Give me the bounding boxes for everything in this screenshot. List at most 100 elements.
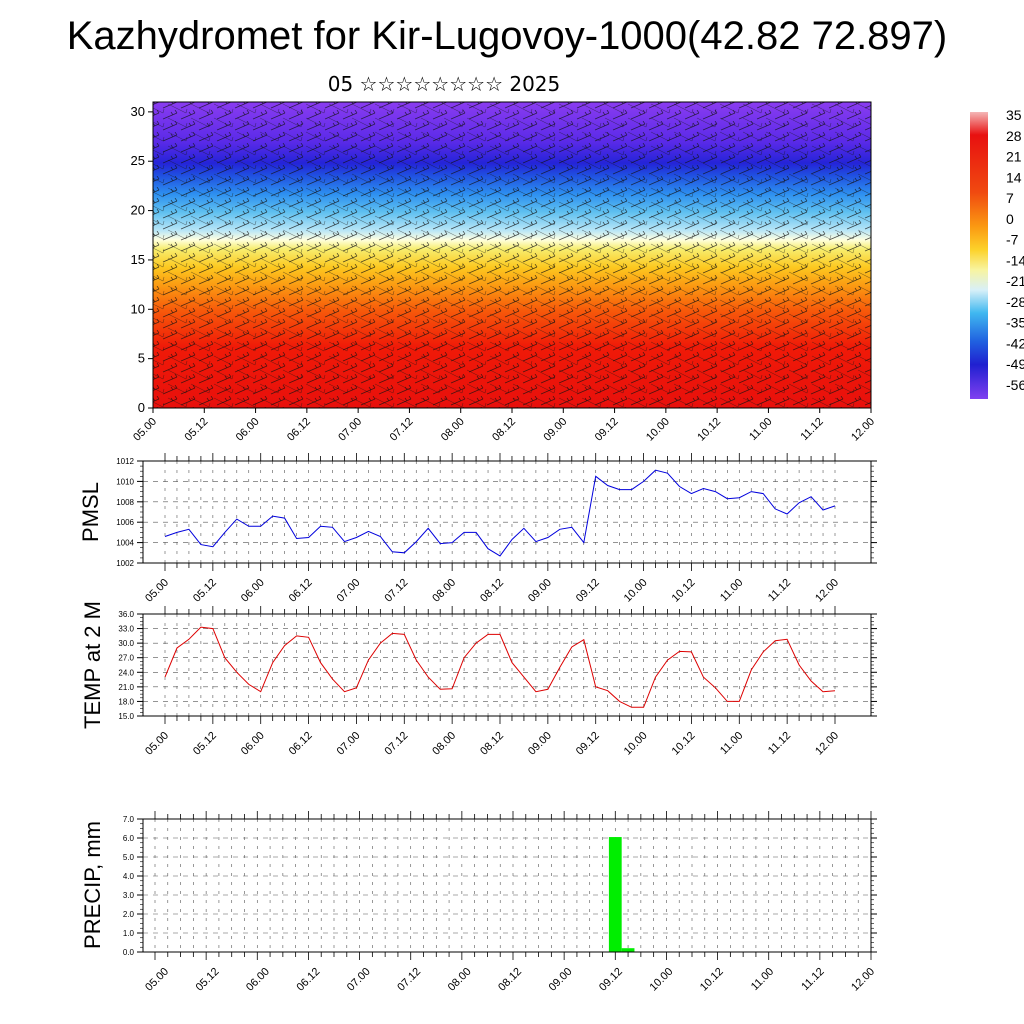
precip-bars (608, 837, 635, 952)
temp-x-tick-label: 06.00 (239, 730, 267, 758)
cross-section-x-tick-label: 05.00 (131, 416, 159, 444)
pmsl-y-tick-label: 1008 (116, 498, 134, 507)
cross-section-y-tick-label: 30 (131, 104, 145, 119)
colorbar: 35 28 21 14 7 0 -7 -14 -21 -28 -35 -42 -49 -56 (970, 107, 1024, 399)
temp-y-tick-label: 33.0 (118, 625, 134, 634)
precip-y-axis: 0.0 1.0 2.0 3.0 4.0 5.0 6.0 7.0 (123, 815, 877, 957)
chart-subtitle: 05 ☆☆☆☆☆☆☆☆ 2025 (327, 72, 561, 96)
cross-section-x-tick-label: 05.12 (182, 416, 210, 444)
pmsl-x-tick-label: 11.12 (766, 577, 793, 604)
temp-y-tick-label: 18.0 (118, 697, 134, 706)
pmsl-x-tick-label: 07.12 (382, 577, 410, 605)
precip-x-tick-label: 10.00 (647, 966, 675, 994)
pmsl-y-tick-label: 1002 (116, 559, 134, 568)
pmsl-x-tick-label: 06.00 (239, 577, 267, 605)
pmsl-x-tick-label: 07.00 (335, 577, 363, 605)
cross-section-y-tick-label: 0 (138, 400, 145, 415)
precip-y-tick-label: 5.0 (123, 853, 135, 862)
precip-x-tick-label: 05.00 (143, 966, 171, 994)
cross-section-x-tick-label: 08.12 (490, 416, 518, 444)
temp-x-tick-label: 09.00 (526, 730, 554, 758)
pmsl-x-axis: 05.00 05.12 06.00 06.12 07.00 07.12 08.00 08.12… (143, 453, 841, 605)
precip-y-tick-label: 6.0 (123, 834, 135, 843)
cross-section-x-tick-label: 10.00 (644, 416, 672, 444)
colorbar-gradient (970, 112, 988, 399)
temp-x-tick-label: 12.00 (813, 730, 841, 758)
precip-x-tick-label: 06.00 (244, 966, 272, 994)
temp-y-tick-label: 30.0 (118, 639, 134, 648)
temp-panel: 15.0 18.0 21.0 24.0 27.0 30.0 33.0 36.0 05.00 05… (80, 601, 877, 758)
pmsl-x-tick-label: 11.00 (718, 577, 745, 604)
temp-x-tick-label: 10.00 (622, 730, 650, 758)
cross-section-x-tick-label: 09.12 (593, 416, 621, 444)
precip-y-tick-label: 1.0 (123, 929, 135, 938)
temp-ylabel: TEMP at 2 M (80, 601, 105, 729)
colorbar-label: 0 (1006, 211, 1014, 227)
colorbar-label: 21 (1006, 149, 1022, 165)
temp-x-tick-label: 11.12 (766, 730, 793, 757)
cross-section-x-tick-label: 07.00 (336, 416, 364, 444)
temp-x-tick-label: 11.00 (718, 730, 745, 757)
colorbar-label: -42 (1006, 335, 1024, 351)
temp-x-tick-label: 07.12 (382, 730, 410, 758)
temp-x-tick-label: 05.00 (143, 730, 171, 758)
chart-title: Kazhydromet for Kir-Lugovoy-1000(42.82 7… (66, 14, 948, 58)
colorbar-label: -35 (1006, 315, 1024, 331)
temp-x-tick-label: 05.12 (191, 730, 219, 758)
pmsl-x-tick-label: 09.12 (574, 577, 602, 605)
cross-section-x-tick-label: 07.12 (388, 416, 416, 444)
colorbar-label: 7 (1006, 190, 1014, 206)
cross-section-x-axis: 05.00 05.12 06.00 06.12 07.00 07.12 08.00 08.12… (131, 408, 877, 444)
cross-section-y-tick-label: 20 (131, 203, 145, 218)
colorbar-label: -7 (1006, 232, 1019, 248)
cross-section-x-tick-label: 10.12 (695, 416, 723, 444)
precip-x-tick-label: 11.00 (749, 966, 776, 993)
pmsl-x-tick-label: 12.00 (813, 577, 841, 605)
precip-y-tick-label: 7.0 (123, 815, 135, 824)
pmsl-y-axis: 1002 1004 1006 1008 1010 1012 (116, 457, 877, 568)
cross-section-x-tick-label: 08.00 (439, 416, 467, 444)
pmsl-x-tick-label: 08.00 (430, 577, 458, 605)
cross-section-x-tick-label: 06.00 (234, 416, 262, 444)
precip-x-axis: 05.00 05.12 06.00 06.12 07.00 07.12 08.00 08.12… (143, 811, 877, 994)
temp-y-axis: 15.0 18.0 21.0 24.0 27.0 30.0 33.0 36.0 (118, 610, 877, 721)
pmsl-ylabel: PMSL (78, 482, 103, 542)
cross-section-y-tick-label: 15 (131, 252, 145, 267)
pmsl-y-tick-label: 1006 (116, 518, 134, 527)
precip-y-tick-label: 4.0 (123, 872, 135, 881)
precip-x-tick-label: 08.12 (496, 966, 524, 994)
precip-x-tick-label: 09.00 (547, 966, 575, 994)
pmsl-x-tick-label: 05.12 (191, 577, 219, 605)
colorbar-label: -14 (1006, 252, 1024, 268)
temp-x-tick-label: 10.12 (670, 730, 698, 758)
pmsl-grid (143, 460, 871, 564)
cross-section-x-tick-label: 11.12 (798, 416, 825, 443)
colorbar-label: 35 (1006, 107, 1022, 123)
precip-ylabel: PRECIP, mm (80, 821, 105, 949)
colorbar-label: 28 (1006, 128, 1022, 144)
cross-section-x-tick-label: 06.12 (285, 416, 313, 444)
pmsl-y-tick-label: 1012 (116, 457, 134, 466)
pmsl-x-tick-label: 10.12 (670, 577, 698, 605)
temp-x-tick-label: 09.12 (574, 730, 602, 758)
cross-section-panel: 0 5 10 15 20 25 30 05.00 05.12 06.00 06.12 07.00 07… (131, 101, 877, 444)
precip-x-tick-label: 11.12 (799, 966, 826, 993)
pmsl-x-tick-label: 05.00 (143, 577, 171, 605)
temp-x-tick-label: 08.00 (430, 730, 458, 758)
temp-x-tick-label: 07.00 (335, 730, 363, 758)
pmsl-y-tick-label: 1004 (116, 539, 134, 548)
cross-section-y-tick-label: 25 (131, 153, 145, 168)
temp-x-tick-label: 06.12 (287, 730, 315, 758)
temp-grid (143, 613, 871, 717)
precip-bar (621, 948, 635, 952)
pmsl-x-tick-label: 09.00 (526, 577, 554, 605)
temp-y-tick-label: 36.0 (118, 610, 134, 619)
precip-y-tick-label: 0.0 (123, 948, 135, 957)
pmsl-series-line (164, 469, 836, 557)
cross-section-y-axis: 0 5 10 15 20 25 30 (131, 104, 153, 415)
precip-frame (142, 818, 872, 953)
precip-panel: 0.0 1.0 2.0 3.0 4.0 5.0 6.0 7.0 05.00 05.12 06.00… (80, 811, 877, 994)
colorbar-label: -21 (1006, 273, 1024, 289)
temp-y-tick-label: 24.0 (118, 668, 134, 677)
